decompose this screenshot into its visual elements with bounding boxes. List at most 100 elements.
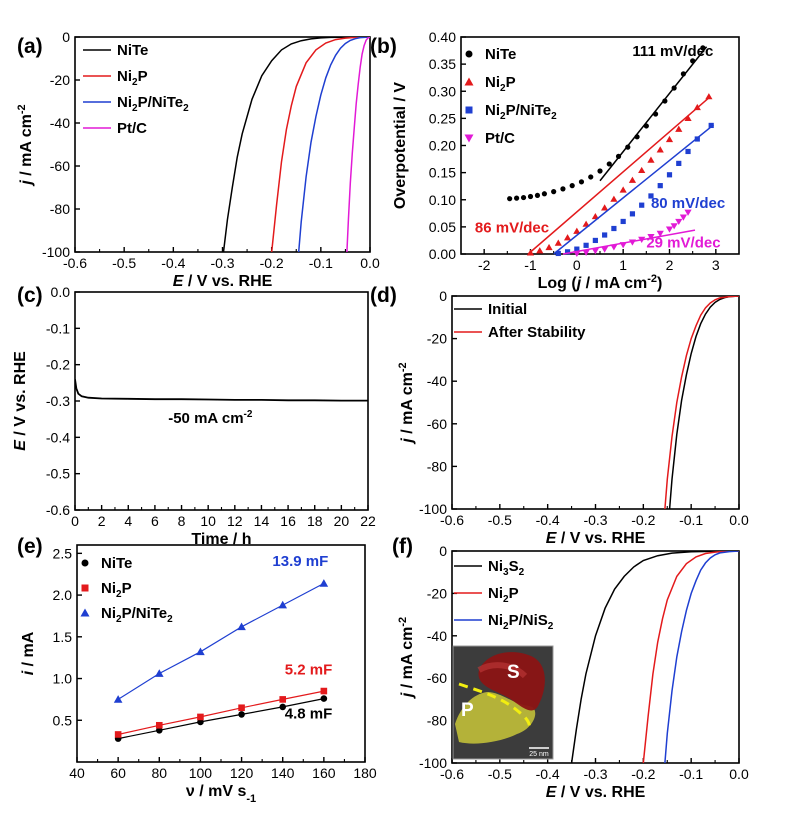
series-line [346, 37, 370, 252]
legend-label: Ni2P/NiS2 [488, 612, 554, 632]
legend-entry: After Stability [454, 324, 586, 341]
x-tick-label: -0.1 [679, 512, 703, 528]
series-line [570, 551, 739, 763]
data-point [602, 232, 608, 238]
legend-entry: Ni2P [454, 585, 519, 605]
panel-label: (c) [17, 284, 43, 307]
x-axis-label: Time / h [191, 531, 251, 548]
panel-e: (e) 40 60 80 100 120 140 160 180 0.5 1.0 1.5 2.0 2.5 N… [17, 535, 377, 805]
legend-entry: Ni2P [83, 68, 148, 88]
panel-label: (f) [392, 535, 413, 558]
legend-entry: NiTe [83, 42, 148, 59]
tafel-fit-line [527, 97, 710, 255]
data-point [708, 122, 714, 129]
data-point [666, 172, 673, 178]
y-axis-label: j / mA cm-2 [397, 617, 416, 699]
y-tick-label: -20 [427, 331, 447, 347]
data-point [675, 218, 683, 226]
data-point [647, 156, 655, 163]
data-point [665, 226, 674, 233]
data-point [237, 622, 246, 631]
y-tick-label: -0.3 [46, 393, 70, 409]
data-point [592, 237, 598, 244]
data-point [196, 647, 205, 656]
data-point [588, 174, 594, 180]
legend-entry: Initial [454, 301, 527, 318]
data-point [610, 195, 618, 202]
x-tick-label: 140 [271, 765, 295, 781]
x-tick-label: 12 [227, 513, 243, 529]
data-point [684, 209, 692, 216]
y-tick-label: -40 [50, 115, 70, 131]
y-tick-label: -60 [427, 670, 447, 686]
x-axis-label: E / V vs. RHE [546, 784, 646, 801]
x-tick-label: 16 [280, 513, 296, 529]
data-point [610, 244, 618, 251]
x-tick-label: 8 [178, 513, 186, 529]
panel-label: (b) [370, 35, 397, 58]
data-point [563, 234, 572, 241]
data-point [591, 248, 599, 255]
x-tick-label: 40 [69, 765, 85, 781]
series-line [664, 296, 739, 509]
slope-annotation: 80 mV/dec [651, 195, 725, 212]
x-tick-label: 6 [151, 513, 159, 529]
x-tick-label: 80 [151, 765, 167, 781]
legend-marker [80, 608, 90, 617]
y-tick-label: -80 [427, 458, 447, 474]
data-point [583, 242, 589, 248]
x-tick-label: 1 [619, 257, 627, 273]
series-line [222, 37, 370, 252]
current-density-annotation: -50 mA cm-2 [168, 409, 253, 427]
x-tick-label: -0.2 [631, 766, 655, 782]
panel-f: (f) -0.6 -0.5 -0.4 -0.3 -0.2 -0.1 0.0 0 -20 -40 -60… [392, 535, 749, 801]
y-axis-label: j / mA cm-2 [16, 104, 35, 186]
capacitance-annotation: 13.9 mF [272, 553, 328, 570]
y-tick-label: 2.5 [53, 545, 73, 561]
series-line [642, 551, 739, 763]
data-point [638, 166, 646, 174]
data-point [560, 186, 566, 192]
legend-entry: NiTe [465, 46, 516, 63]
y-axis-label: Overpotential / V [392, 82, 409, 209]
data-point [574, 246, 580, 252]
data-point [620, 218, 626, 225]
data-point [606, 161, 612, 167]
data-point [534, 192, 541, 199]
fit-line [117, 698, 325, 740]
x-tick-label: -0.2 [260, 255, 284, 271]
x-tick-label: -0.4 [536, 766, 560, 782]
y-tick-label: 2.0 [53, 587, 73, 603]
data-point [154, 669, 164, 677]
legend-marker [464, 77, 474, 86]
y-tick-label: -80 [50, 201, 70, 217]
legend-label: Ni2P/NiTe2 [101, 605, 173, 625]
sulfur-texture [477, 662, 528, 679]
legend-entry: Pt/C [464, 130, 515, 147]
legend-label: Ni3S2 [488, 558, 525, 578]
data-point [611, 225, 617, 232]
y-tick-label: -0.4 [46, 429, 70, 445]
data-point [155, 726, 163, 734]
y-tick-label: -20 [427, 585, 447, 601]
x-tick-label: 0.0 [729, 512, 749, 528]
y-tick-label: -60 [427, 416, 447, 432]
data-point [527, 193, 534, 200]
data-point [648, 193, 654, 199]
x-tick-label: 180 [353, 765, 377, 781]
data-point [619, 186, 627, 193]
inset-label-s: S [507, 662, 520, 683]
slope-annotation: 29 mV/dec [646, 234, 720, 251]
legend-marker [465, 50, 473, 58]
x-axis-label: ν / mV s-1 [186, 783, 256, 805]
data-point [675, 125, 683, 132]
data-point [591, 212, 599, 220]
x-tick-label: -0.4 [536, 512, 560, 528]
x-tick-label: -0.5 [488, 512, 512, 528]
data-point [238, 704, 245, 712]
legend-entry: Ni2P/NiTe2 [465, 102, 557, 122]
data-point [520, 194, 527, 201]
data-point [684, 114, 692, 121]
tafel-fit-line [553, 124, 714, 255]
data-point [679, 214, 687, 221]
